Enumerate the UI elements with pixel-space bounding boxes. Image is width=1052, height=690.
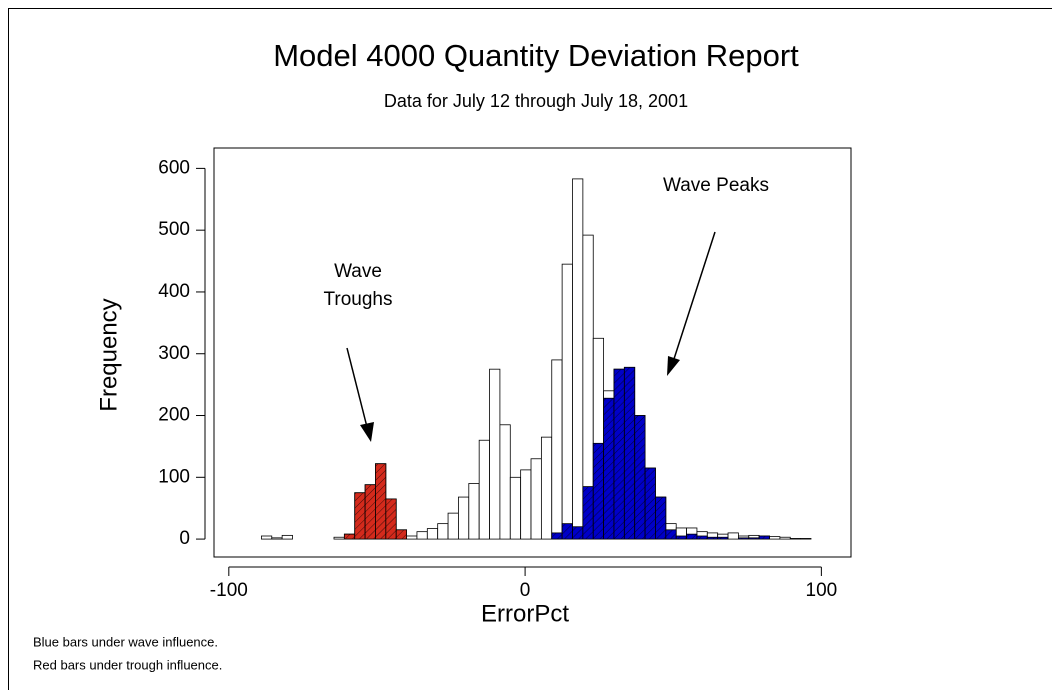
bar	[530, 458, 542, 540]
bar	[509, 476, 522, 540]
bar-hatch	[655, 497, 666, 540]
bar	[281, 534, 293, 540]
bar-hatch	[354, 492, 366, 540]
y-tick-label: 400	[158, 281, 190, 302]
bar-hatch	[707, 537, 718, 540]
bar	[551, 359, 563, 540]
bar	[540, 436, 553, 540]
bar-hatch	[572, 526, 583, 540]
bar	[789, 538, 802, 540]
bar-hatch	[593, 443, 604, 540]
bar	[416, 531, 428, 540]
bar	[271, 537, 283, 540]
bar	[333, 536, 345, 540]
bar	[447, 512, 459, 540]
footnote: Blue bars under wave influence.	[33, 634, 218, 649]
annotation: Wave	[334, 261, 382, 282]
bar	[499, 424, 511, 540]
bar	[489, 368, 501, 540]
bar-hatch	[665, 529, 677, 540]
bar-hatch	[738, 537, 749, 540]
bar-hatch	[696, 535, 708, 540]
y-tick-label: 200	[158, 405, 190, 426]
y-tick-label: 0	[179, 528, 190, 549]
footnote: Red bars under trough influence.	[33, 657, 222, 672]
bar-hatch	[603, 398, 614, 540]
y-tick-label: 300	[158, 343, 190, 364]
bar	[520, 469, 532, 540]
bar-hatch	[613, 369, 625, 540]
bar	[727, 532, 739, 540]
x-tick-label: 0	[520, 580, 531, 601]
plot-frame	[213, 147, 852, 558]
bar-hatch	[634, 415, 646, 540]
y-tick-label: 600	[158, 157, 190, 178]
bar-hatch	[676, 535, 687, 540]
bar	[561, 263, 573, 540]
bar	[458, 496, 470, 540]
x-axis-label: ErrorPct	[481, 600, 569, 627]
arrow	[346, 231, 716, 442]
bar	[426, 528, 439, 540]
bar	[478, 439, 490, 540]
bar-hatch	[385, 498, 397, 540]
bar-hatch	[365, 484, 376, 540]
x-tick-label: 100	[806, 580, 838, 601]
bar-hatch	[717, 537, 729, 540]
bar	[406, 535, 418, 540]
bar-hatch	[686, 534, 697, 540]
bar-hatch	[551, 532, 563, 540]
bar-hatch	[562, 523, 573, 540]
annotation: Wave Peaks	[663, 175, 769, 196]
y-axis-label: Frequency	[95, 298, 122, 411]
bar-hatch	[759, 535, 770, 540]
annotation: Troughs	[324, 289, 393, 310]
bar	[572, 178, 584, 540]
bar	[261, 535, 273, 540]
bar	[769, 536, 781, 540]
bar-hatch	[344, 534, 355, 540]
y-tick-label: 500	[158, 219, 190, 240]
bar	[468, 483, 480, 540]
page-border	[8, 8, 1052, 690]
bar-hatch	[375, 463, 386, 540]
bar	[800, 538, 812, 540]
bar	[437, 523, 449, 540]
bar	[779, 536, 791, 540]
y-tick-label: 100	[158, 466, 190, 487]
bar-hatch	[624, 367, 635, 540]
x-tick-label: -100	[210, 580, 248, 601]
bar-hatch	[645, 468, 656, 540]
bar-hatch	[396, 529, 407, 540]
chart-title: Model 4000 Quantity Deviation Report	[273, 38, 799, 73]
plot-area	[261, 178, 812, 540]
chart-subtitle: Data for July 12 through July 18, 2001	[384, 91, 688, 111]
bar-hatch	[582, 486, 594, 540]
bar-hatch	[748, 537, 760, 540]
